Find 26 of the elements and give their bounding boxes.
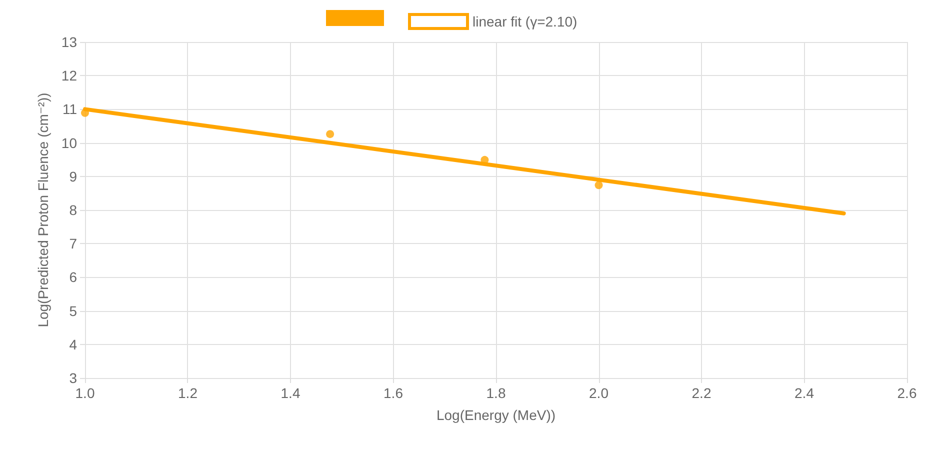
y-tick-label: 3 [69, 370, 78, 386]
y-tick-label: 9 [69, 168, 78, 184]
y-tick-label: 8 [69, 202, 78, 218]
x-tick-label: 1.8 [486, 385, 506, 401]
legend-label: linear fit (γ=2.10) [472, 14, 578, 30]
point [326, 130, 334, 138]
x-tick-label: 2.0 [589, 385, 609, 401]
y-tick-label: 10 [61, 134, 78, 151]
y-tick-label: 5 [69, 302, 78, 319]
x-tick-label: 1.6 [384, 385, 404, 401]
x-axis-title: Log(Energy (MeV)) [436, 407, 556, 423]
y-tick-label: 4 [69, 336, 78, 352]
x-tick-label: 2.2 [692, 385, 712, 401]
y-tick-label: 13 [61, 34, 78, 50]
y-tick-label: 11 [62, 101, 78, 118]
x-tick-label: 1.4 [280, 385, 300, 401]
point [81, 108, 89, 117]
y-tick-label: 12 [61, 68, 78, 84]
y-axis-title: Log(Predicted Proton Fluence (cm⁻²)) [35, 92, 51, 328]
x-tick-label: 2.6 [897, 385, 917, 401]
point [594, 181, 603, 190]
y-tick-label: 6 [69, 269, 78, 286]
x-tick-label: 1.0 [75, 385, 95, 401]
x-tick-label: 2.4 [794, 385, 814, 401]
y-tick-label: 7 [69, 236, 78, 252]
x-tick-label: 1.2 [178, 385, 198, 401]
